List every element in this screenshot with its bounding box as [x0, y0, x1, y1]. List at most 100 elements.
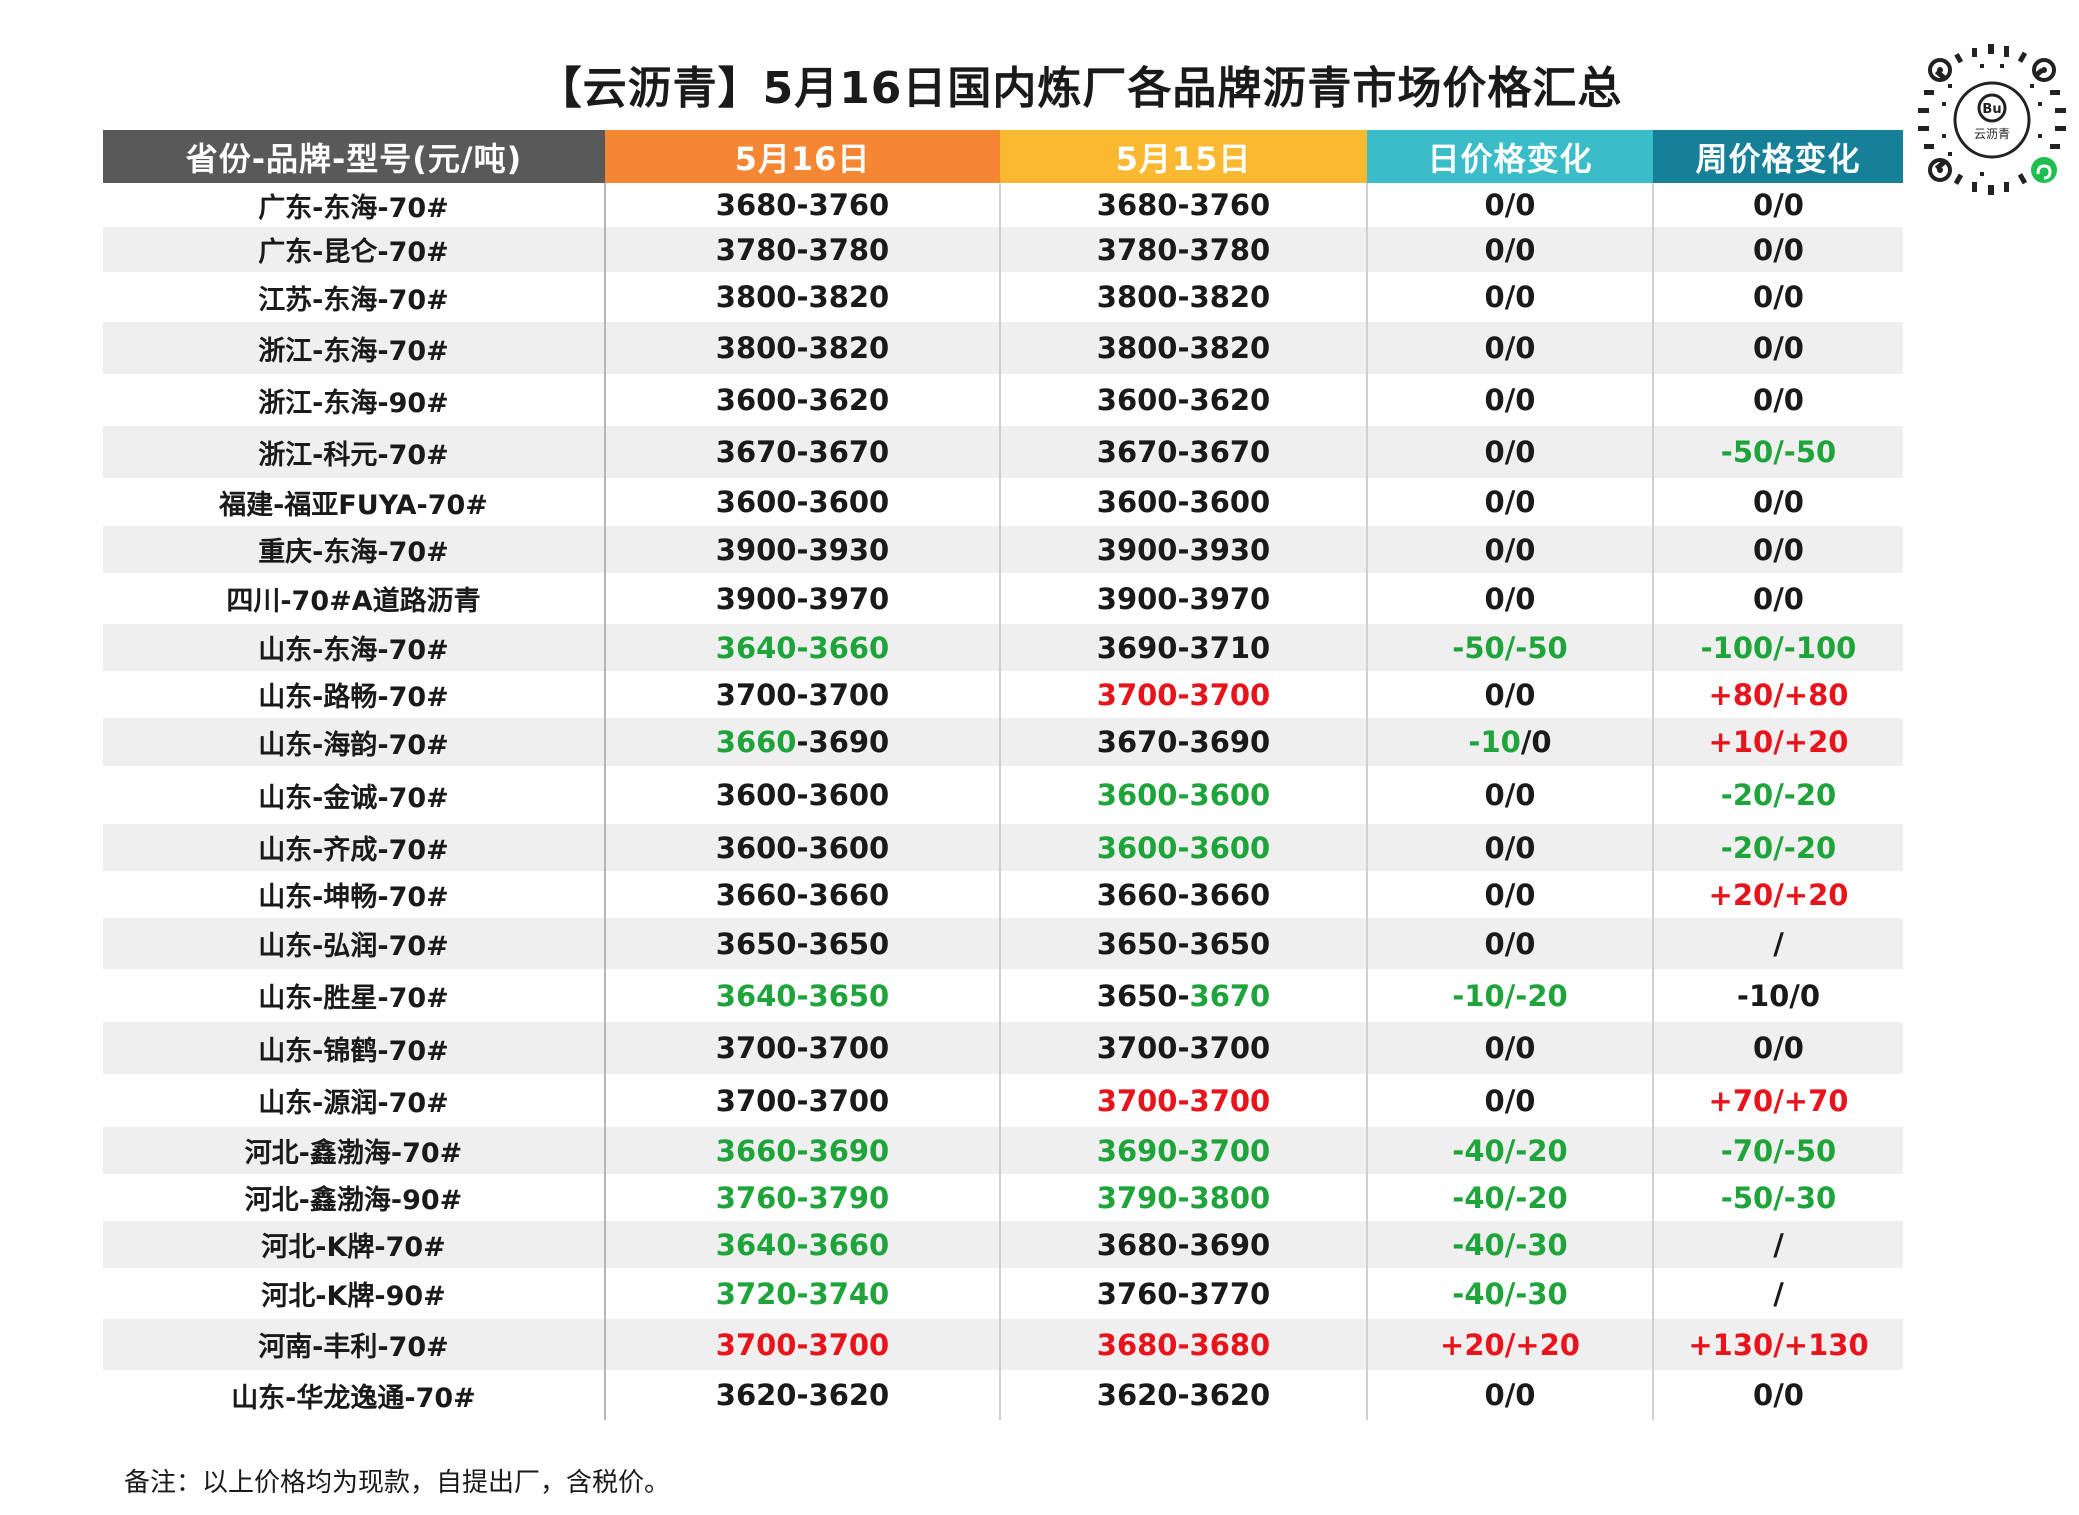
value-segment: 0/0 [1753, 188, 1804, 222]
value-segment: 3700-3700 [715, 1327, 890, 1362]
table-row: 福建-福亚FUYA-70# 3600-3600 3600-3600 0/0 0/0 [103, 478, 1903, 526]
may15-price-cell: 3690-3710 [999, 624, 1367, 671]
may15-price-cell: 3600-3600 [999, 766, 1367, 824]
value-segment: 3700-3700 [1096, 1083, 1271, 1118]
may16-price-cell: 3720-3740 [604, 1268, 1000, 1319]
value-segment: 3720-3740 [715, 1276, 890, 1311]
may16-price-cell: 3800-3820 [604, 322, 1000, 374]
daily-change-cell: 0/0 [1366, 871, 1653, 918]
may16-price-cell: 3600-3600 [604, 478, 1000, 526]
may16-price-cell: 3640-3650 [604, 969, 1000, 1022]
daily-change-cell: 0/0 [1366, 426, 1653, 478]
table-row: 山东-华龙逸通-70# 3620-3620 3620-3620 0/0 0/0 [103, 1370, 1903, 1420]
value-segment: 0/0 [1484, 485, 1536, 519]
may16-price-cell: 3650-3650 [604, 918, 1000, 969]
value-segment: 0/0 [1753, 331, 1804, 365]
value-segment: 3760-3790 [715, 1180, 890, 1215]
brand-cell: 河北-鑫渤海-90# [244, 1185, 463, 1216]
table-row: 山东-坤畅-70# 3660-3660 3660-3660 0/0 +20/+20 [103, 871, 1903, 918]
value-segment: 3790-3800 [1096, 1180, 1271, 1215]
value-segment: 3660-3660 [1096, 877, 1271, 912]
may16-price-cell: 3700-3700 [604, 671, 1000, 718]
value-segment: 3680-3690 [1096, 1227, 1271, 1262]
daily-change-cell: -40/-30 [1366, 1268, 1653, 1319]
value-segment: / [1773, 1276, 1784, 1311]
value-segment: +20/+20 [1440, 1327, 1580, 1362]
value-segment: 3620-3620 [1096, 1378, 1271, 1412]
may16-price-cell: 3900-3930 [604, 526, 1000, 573]
value-segment: 3700-3700 [715, 1031, 890, 1065]
daily-change-cell: -40/-30 [1366, 1221, 1653, 1268]
daily-change-cell: +20/+20 [1366, 1319, 1653, 1370]
value-segment: 0/0 [1484, 1378, 1536, 1412]
table-row: 河北-K牌-70# 3640-3660 3680-3690 -40/-30 / [103, 1221, 1903, 1268]
may15-price-cell: 3680-3760 [999, 183, 1367, 227]
value-segment: 0/0 [1484, 188, 1536, 222]
value-segment: 3690-3700 [1096, 1133, 1271, 1168]
may16-price-cell: 3660-3690 [604, 718, 1000, 766]
value-segment: -40/-30 [1452, 1276, 1568, 1311]
value-segment: -50/-50 [1452, 630, 1568, 665]
brand-cell: 河北-K牌-70# [103, 1221, 605, 1268]
value-segment: -20/-20 [1720, 778, 1837, 812]
brand-cell: 河南-丰利-70# [103, 1319, 605, 1370]
weekly-change-cell: -20/-20 [1652, 824, 1903, 871]
value-segment: 0/0 [1484, 532, 1536, 567]
value-segment: -10 [1468, 725, 1521, 759]
brand-cell: 山东-坤畅-70# [258, 882, 449, 913]
brand-cell: 广东-昆仑-70# [103, 227, 605, 272]
daily-change-cell: -40/-20 [1366, 1127, 1653, 1174]
brand-cell: 山东-金诚-70# [258, 782, 449, 814]
brand-cell: 四川-70#A道路沥青 [226, 586, 481, 617]
daily-change-cell: 0/0 [1366, 1074, 1653, 1127]
value-segment: 0/0 [1753, 232, 1804, 267]
daily-change-cell: 0/0 [1366, 573, 1653, 624]
brand-cell: 山东-胜星-70# [258, 983, 449, 1014]
brand-cell: 江苏-东海-70# [258, 284, 449, 316]
value-segment: +70/+70 [1708, 1083, 1849, 1118]
brand-cell: 山东-弘润-70# [103, 918, 605, 969]
value-segment: / [1773, 1227, 1784, 1262]
daily-change-cell: 0/0 [1366, 183, 1653, 227]
value-segment: +20/+20 [1708, 877, 1849, 912]
value-segment: 0/0 [1484, 1031, 1536, 1065]
may15-price-cell: 3670-3670 [999, 426, 1367, 478]
value-segment: 0/0 [1753, 1031, 1804, 1065]
daily-change-cell: 0/0 [1366, 374, 1653, 426]
value-segment: 3670 [1189, 978, 1271, 1013]
weekly-change-cell: -50/-50 [1652, 426, 1903, 478]
value-segment: 0/0 [1484, 232, 1536, 267]
may16-price-cell: 3600-3600 [604, 824, 1000, 871]
daily-change-cell: 0/0 [1366, 272, 1653, 322]
footnote: 备注：以上价格均为现款，自提出厂，含税价。 [124, 1468, 671, 1498]
value-segment: 0/0 [1753, 532, 1804, 567]
may15-price-cell: 3900-3970 [999, 573, 1367, 624]
may16-price-cell: 3600-3620 [604, 374, 1000, 426]
value-segment: 3680-3680 [1096, 1327, 1271, 1362]
weekly-change-cell: +70/+70 [1652, 1074, 1903, 1127]
brand-cell: 福建-福亚FUYA-70# [219, 489, 488, 521]
brand-cell: 浙江-东海-90# [258, 387, 449, 419]
daily-change-cell: 0/0 [1366, 766, 1653, 824]
table-row: 河北-鑫渤海-70# 3660-3690 3690-3700 -40/-20 -70/-… [103, 1127, 1903, 1174]
value-segment: -50/-50 [1720, 435, 1837, 469]
brand-cell: 重庆-东海-70# [103, 526, 605, 573]
may15-price-cell: 3680-3690 [999, 1221, 1367, 1268]
may16-price-cell: 3640-3660 [604, 1221, 1000, 1268]
value-segment: 0/0 [1753, 280, 1804, 314]
may16-price-cell: 3640-3660 [604, 624, 1000, 671]
may15-price-cell: 3700-3700 [999, 671, 1367, 718]
value-segment: 3640-3660 [715, 630, 890, 665]
may15-price-cell: 3660-3660 [999, 871, 1367, 918]
value-segment: -10/0 [1736, 978, 1821, 1013]
weekly-change-cell: 0/0 [1652, 478, 1903, 526]
table-row: 江苏-东海-70# 3800-3820 3800-3820 0/0 0/0 [103, 272, 1903, 322]
value-segment: 0/0 [1484, 280, 1536, 314]
value-segment: 3660 [715, 725, 797, 759]
value-segment: 3760-3770 [1096, 1276, 1271, 1311]
value-segment: -20/-20 [1720, 830, 1837, 865]
table-row: 山东-源润-70# 3700-3700 3700-3700 0/0 +70/+70 [103, 1074, 1903, 1127]
may15-price-cell: 3800-3820 [999, 272, 1367, 322]
may15-price-cell: 3620-3620 [999, 1370, 1367, 1420]
value-segment: 3700-3700 [715, 677, 890, 712]
